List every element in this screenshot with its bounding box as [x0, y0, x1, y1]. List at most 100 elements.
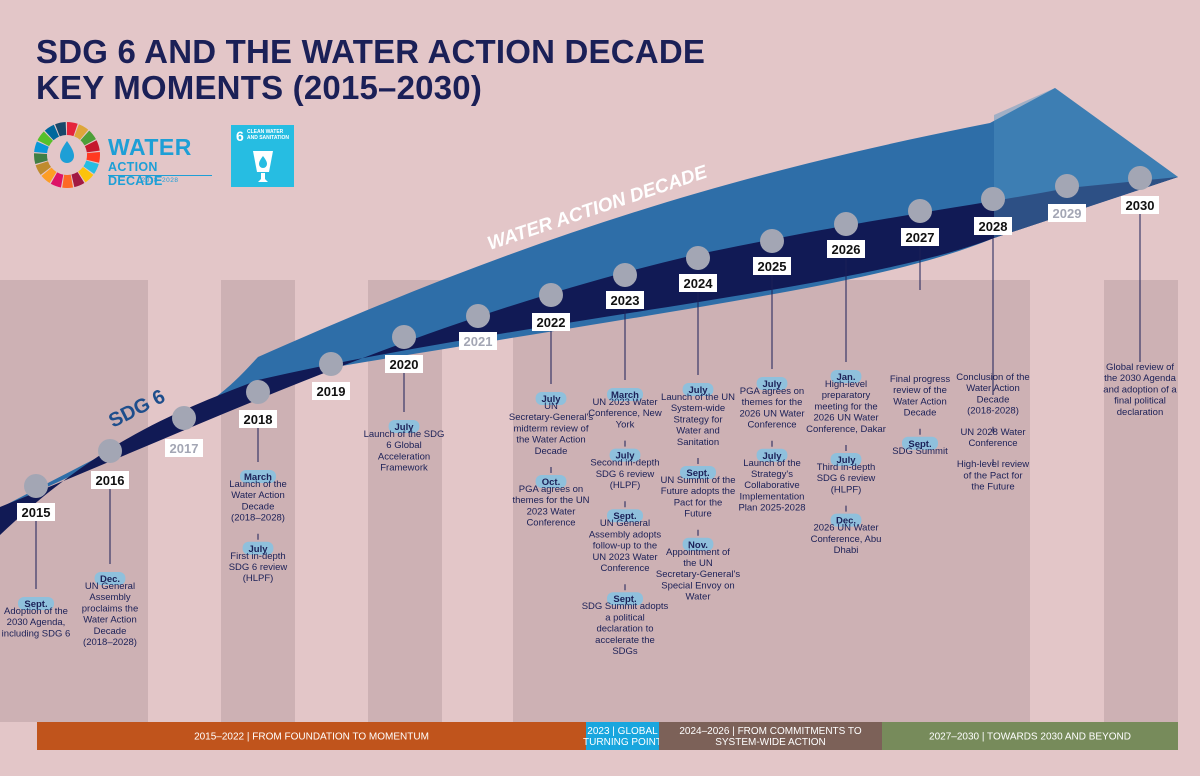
event-description: SDG Summit	[892, 446, 948, 457]
sdg6-number: 6	[236, 128, 244, 144]
wheel-segment	[34, 141, 49, 154]
wheel-segment	[62, 174, 74, 188]
year-column	[881, 280, 956, 722]
event-month-label: July	[615, 451, 635, 462]
event-description: Second in-depth SDG 6 review (HLPF)	[590, 458, 659, 491]
year-marker-dot	[908, 199, 932, 223]
event-description: Launch of the Strategy's Collaborative Impl…	[738, 458, 805, 514]
logo-text-years: 2018–2028	[108, 175, 212, 184]
event-month-tag	[756, 448, 788, 462]
year-marker-dot	[1128, 166, 1152, 190]
event-month-label: Nov.	[688, 540, 708, 551]
event-month-tag	[682, 537, 714, 551]
year-label: 2025	[758, 259, 787, 274]
year-column	[733, 280, 808, 722]
year-marker-dot	[613, 263, 637, 287]
event-month-label: Dec.	[100, 574, 120, 585]
water-action-decade-logo: WATER ACTION DECADE 2018–2028	[34, 122, 214, 188]
event-month-label: July	[248, 544, 268, 555]
event-month-tag	[607, 509, 643, 523]
event-description: PGA agrees on themes for the 2026 UN Water…	[739, 386, 804, 431]
year-label-box	[385, 355, 423, 373]
event-month-label: Sept.	[24, 599, 47, 610]
logo-text-water: WATER	[108, 134, 192, 160]
wheel-segment	[67, 122, 78, 137]
event-description: UN General Assembly adopts follow-up to th…	[589, 518, 662, 574]
phase-label: 2023 | GLOBAL TURNING POINT	[583, 726, 662, 748]
year-marker-dot	[539, 283, 563, 307]
event-month-label: Dec.	[836, 516, 856, 527]
year-label-box	[459, 332, 497, 350]
event-description: High-level preparatory meeting for the 2026…	[806, 379, 886, 435]
event-description: Launch of the SDG 6 Global Acceleration Fra…	[364, 429, 445, 474]
wheel-segment	[37, 131, 53, 147]
year-label-box	[679, 274, 717, 292]
event-description: Third in-depth SDG 6 review (HLPF)	[817, 462, 876, 495]
event-month-label: Sept.	[613, 511, 636, 522]
event-month-label: Jan.	[836, 372, 855, 383]
year-column	[74, 280, 148, 722]
wheel-segment	[74, 124, 89, 140]
wheel-segment	[84, 140, 100, 153]
event-month-tag	[18, 597, 54, 610]
year-label: 2022	[537, 315, 566, 330]
event-description: Launch of the UN System-wide Strategy for W…	[661, 392, 735, 448]
phase-segment	[882, 722, 1178, 750]
year-label: 2020	[390, 357, 419, 372]
year-label: 2018	[244, 412, 273, 427]
year-column	[808, 280, 882, 722]
event-description: Adoption of the 2030 Agenda, including SDG…	[2, 606, 71, 639]
event-month-tag	[830, 370, 862, 383]
year-label-box	[239, 410, 277, 428]
event-month-label: Sept.	[908, 439, 931, 450]
year-label: 2023	[611, 293, 640, 308]
year-marker-dot	[834, 212, 858, 236]
phase-segment	[659, 722, 882, 750]
event-month-label: July	[394, 422, 414, 433]
water-drop-icon	[60, 141, 74, 163]
event-month-tag	[680, 466, 716, 479]
year-label: 2021	[464, 334, 493, 349]
year-label: 2016	[96, 473, 125, 488]
event-month-label: July	[762, 379, 782, 390]
sdg6-logo: 6 CLEAN WATER AND SANITATION	[231, 125, 294, 187]
logo-text-action-decade: ACTION DECADE	[108, 160, 163, 188]
wheel-segment	[86, 151, 100, 163]
year-marker-dot	[319, 352, 343, 376]
event-description: Launch of the Water Action Decade (2018–202…	[229, 479, 287, 524]
event-month-label: July	[688, 385, 708, 396]
year-marker-dot	[172, 406, 196, 430]
year-marker-dot	[466, 304, 490, 328]
event-month-label: March	[611, 390, 639, 401]
event-month-tag	[830, 513, 862, 527]
year-column	[513, 280, 587, 722]
event-description: Final progress review of the Water Action D…	[890, 374, 950, 419]
year-label: 2027	[906, 230, 935, 245]
event-month-label: Oct.	[542, 477, 560, 488]
title-line-1: SDG 6 AND THE WATER ACTION DECADE	[36, 33, 706, 70]
wheel-segment	[41, 167, 57, 184]
year-label: 2019	[317, 384, 346, 399]
water-glass-icon	[253, 151, 273, 182]
event-month-tag	[535, 392, 567, 405]
year-column	[586, 280, 660, 722]
event-description: PGA agrees on themes for the UN 2023 Water…	[512, 484, 589, 529]
decade-band-fade	[994, 88, 1178, 238]
year-label: 2024	[684, 276, 714, 291]
event-month-tag	[94, 572, 126, 585]
year-label-box	[974, 217, 1012, 235]
year-label: 2017	[170, 441, 199, 456]
event-month-label: Sept.	[613, 594, 636, 605]
event-description: UN Secretary-General's midterm review of th…	[509, 401, 593, 457]
phase-label: 2015–2022 | FROM FOUNDATION TO MOMENTUM	[194, 732, 429, 743]
year-label-box	[312, 382, 350, 400]
year-label-box	[165, 439, 203, 457]
event-month-label: July	[836, 455, 856, 466]
year-label-box	[606, 291, 644, 309]
year-label-box	[901, 228, 939, 246]
event-month-label: March	[244, 472, 272, 483]
year-column	[1104, 280, 1178, 722]
sdg-color-wheel-icon	[34, 122, 100, 188]
event-month-tag	[902, 436, 938, 450]
year-marker-dot	[1055, 174, 1079, 198]
